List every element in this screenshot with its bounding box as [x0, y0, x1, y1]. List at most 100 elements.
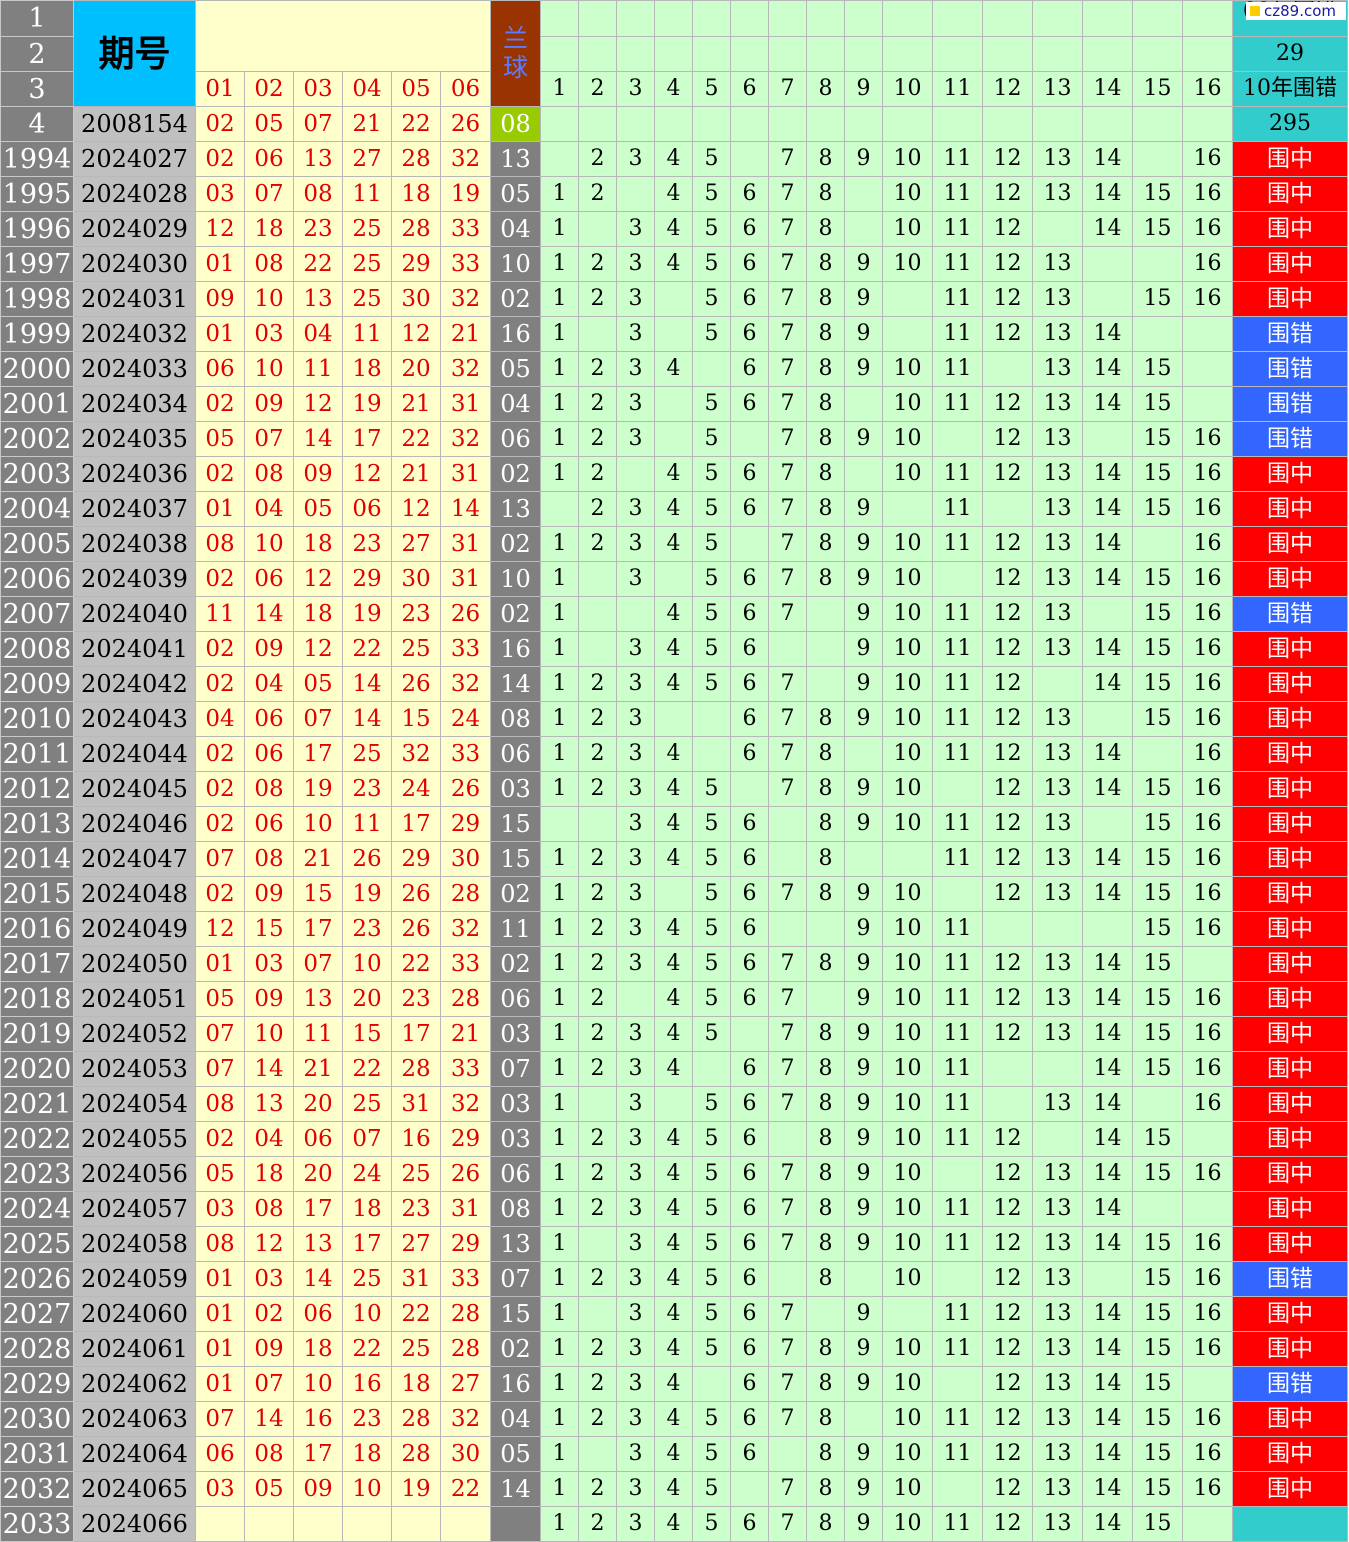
result-status[interactable]: 围中	[1232, 946, 1348, 982]
grid-cell[interactable]: 14	[1082, 176, 1133, 212]
red-col-header[interactable]: 05	[391, 71, 441, 107]
red-ball-cell[interactable]: 06	[293, 1296, 343, 1332]
grid-cell[interactable]: 2	[578, 141, 617, 177]
grid-cell[interactable]: 10	[882, 1401, 933, 1437]
red-ball-cell[interactable]: 33	[440, 946, 491, 982]
blue-ball-cell[interactable]: 06	[490, 981, 541, 1017]
grid-cell[interactable]: 2	[578, 1401, 617, 1437]
grid-cell[interactable]	[932, 876, 983, 912]
grid-cell[interactable]: 9	[844, 1156, 883, 1192]
red-ball-cell[interactable]: 30	[391, 561, 441, 597]
issue-cell[interactable]: 2024063	[73, 1401, 196, 1437]
red-ball-cell[interactable]: 14	[244, 1401, 294, 1437]
grid-cell[interactable]: 10	[882, 246, 933, 282]
grid-cell[interactable]	[806, 911, 845, 947]
grid-cell[interactable]: 1	[540, 1016, 579, 1052]
red-ball-cell[interactable]: 28	[440, 1296, 491, 1332]
grid-cell[interactable]: 4	[654, 1331, 693, 1367]
red-ball-cell[interactable]: 21	[342, 106, 392, 142]
red-header-area[interactable]	[195, 0, 491, 72]
row-number[interactable]: 2001	[0, 386, 74, 422]
red-ball-cell[interactable]: 14	[244, 1051, 294, 1087]
grid-cell[interactable]: 5	[692, 491, 731, 527]
red-ball-cell[interactable]: 11	[293, 351, 343, 387]
grid-cell[interactable]: 13	[1032, 736, 1083, 772]
grid-cell[interactable]: 4	[654, 246, 693, 282]
grid-cell[interactable]: 3	[616, 316, 655, 352]
grid-cell[interactable]: 10	[882, 421, 933, 457]
red-ball-cell[interactable]: 02	[195, 386, 245, 422]
grid-cell[interactable]: 3	[616, 1121, 655, 1157]
grid-cell[interactable]	[1082, 421, 1133, 457]
red-ball-cell[interactable]: 08	[195, 526, 245, 562]
red-ball-cell[interactable]: 11	[195, 596, 245, 632]
issue-cell[interactable]: 2024056	[73, 1156, 196, 1192]
grid-cell[interactable]: 8	[806, 1016, 845, 1052]
grid-cell[interactable]	[540, 106, 579, 142]
red-ball-cell[interactable]: 18	[391, 176, 441, 212]
grid-cell[interactable]: 14	[1082, 1051, 1133, 1087]
red-ball-cell[interactable]: 23	[342, 1401, 392, 1437]
grid-cell[interactable]: 7	[768, 141, 807, 177]
grid-cell[interactable]: 13	[1032, 421, 1083, 457]
grid-cell[interactable]: 2	[578, 351, 617, 387]
grid-cell[interactable]: 8	[806, 351, 845, 387]
red-ball-cell[interactable]: 32	[440, 1401, 491, 1437]
red-ball-cell[interactable]: 06	[195, 1436, 245, 1472]
grid-cell[interactable]: 16	[1182, 1401, 1233, 1437]
red-ball-cell[interactable]: 22	[342, 631, 392, 667]
red-ball-cell[interactable]: 25	[342, 1261, 392, 1297]
grid-cell[interactable]	[806, 981, 845, 1017]
red-ball-cell[interactable]: 08	[244, 456, 294, 492]
grid-cell[interactable]	[1032, 0, 1083, 37]
grid-cell[interactable]	[806, 0, 845, 37]
grid-cell[interactable]	[1132, 246, 1183, 282]
grid-cell[interactable]	[768, 841, 807, 877]
grid-cell[interactable]	[616, 106, 655, 142]
grid-cell[interactable]: 13	[1032, 876, 1083, 912]
grid-cell[interactable]: 12	[982, 281, 1033, 317]
red-ball-cell[interactable]: 02	[195, 736, 245, 772]
result-status[interactable]: 围中	[1232, 281, 1348, 317]
blue-ball-cell[interactable]: 02	[490, 456, 541, 492]
red-ball-cell[interactable]: 09	[195, 281, 245, 317]
grid-cell[interactable]	[768, 911, 807, 947]
issue-cell[interactable]: 2024034	[73, 386, 196, 422]
issue-cell[interactable]: 2024037	[73, 491, 196, 527]
blue-ball-cell[interactable]	[490, 1506, 541, 1542]
red-ball-cell[interactable]: 12	[293, 386, 343, 422]
grid-cell[interactable]: 14	[1082, 666, 1133, 702]
result-status[interactable]: 围中	[1232, 1016, 1348, 1052]
red-ball-cell[interactable]: 09	[244, 631, 294, 667]
red-ball-cell[interactable]: 15	[342, 1016, 392, 1052]
grid-cell[interactable]: 4	[654, 1296, 693, 1332]
red-ball-cell[interactable]: 12	[391, 491, 441, 527]
grid-cell[interactable]: 5	[692, 141, 731, 177]
grid-cell[interactable]: 6	[730, 1191, 769, 1227]
grid-cell[interactable]: 9	[844, 1191, 883, 1227]
blue-ball-cell[interactable]: 03	[490, 1016, 541, 1052]
red-ball-cell[interactable]: 01	[195, 246, 245, 282]
grid-cell[interactable]	[982, 911, 1033, 947]
grid-cell[interactable]: 15	[1132, 1506, 1183, 1542]
red-ball-cell[interactable]: 12	[195, 911, 245, 947]
grid-cell[interactable]: 7	[768, 771, 807, 807]
result-status[interactable]: 围中	[1232, 1191, 1348, 1227]
grid-cell[interactable]: 11	[932, 316, 983, 352]
grid-cell[interactable]: 9	[844, 1051, 883, 1087]
grid-cell[interactable]: 4	[654, 911, 693, 947]
red-ball-cell[interactable]: 04	[195, 701, 245, 737]
grid-cell[interactable]: 12	[982, 596, 1033, 632]
result-status[interactable]: 围错	[1232, 596, 1348, 632]
grid-cell[interactable]: 12	[982, 666, 1033, 702]
row-number[interactable]: 2013	[0, 806, 74, 842]
grid-cell[interactable]: 3	[616, 526, 655, 562]
grid-cell[interactable]: 11	[932, 1506, 983, 1542]
grid-cell[interactable]: 16	[1182, 1471, 1233, 1507]
grid-cell[interactable]: 14	[1082, 1191, 1133, 1227]
grid-cell[interactable]: 7	[768, 1226, 807, 1262]
red-ball-cell[interactable]: 02	[195, 666, 245, 702]
grid-cell[interactable]: 14	[1082, 1156, 1133, 1192]
grid-col-header[interactable]: 9	[844, 71, 883, 107]
grid-cell[interactable]: 5	[692, 1296, 731, 1332]
